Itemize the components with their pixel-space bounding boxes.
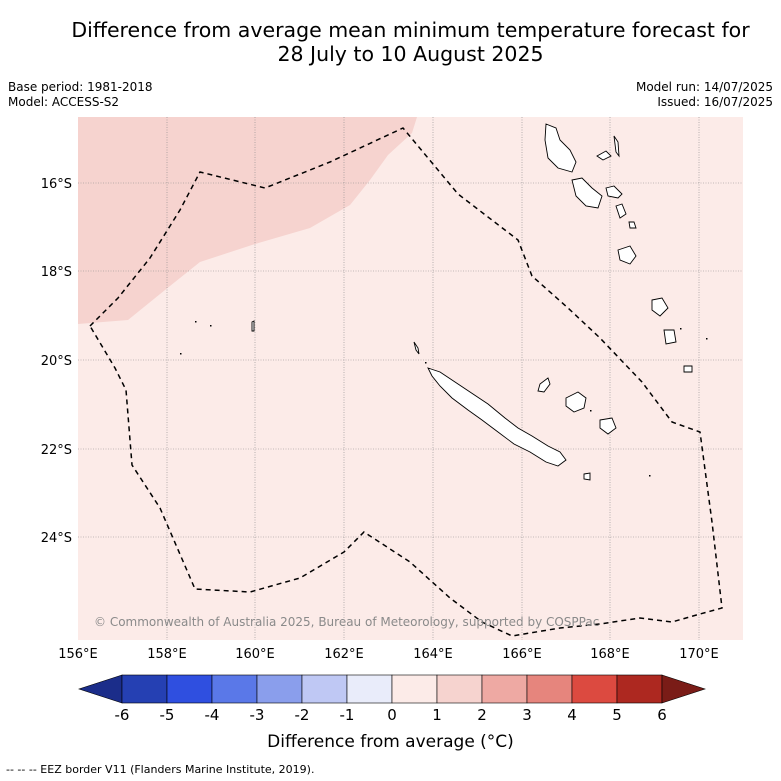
colorbar-swatch <box>256 674 303 704</box>
colorbar-swatch <box>616 674 663 704</box>
colorbar-swatch <box>391 674 438 704</box>
lat-tick-label: 22°S <box>41 443 72 458</box>
colorbar-swatch <box>481 674 528 704</box>
model-name: Model: ACCESS-S2 <box>8 95 120 109</box>
island-shepherds <box>628 221 637 229</box>
island-mare <box>599 417 617 435</box>
lon-tick-label: 164°E <box>413 647 453 662</box>
metadata-left: Base period: 1981-2018 Model: ACCESS-S2 <box>8 80 153 110</box>
title-line-1: Difference from average mean minimum tem… <box>71 18 750 42</box>
colorbar-tick-label: 1 <box>432 706 442 724</box>
metadata-right: Model run: 14/07/2025 Issued: 16/07/2025 <box>636 80 773 110</box>
island-espiritu-santo <box>544 123 577 173</box>
colorbar-extend-high <box>661 674 706 704</box>
island-lifou <box>565 391 587 413</box>
colorbar-tick-label: 4 <box>567 706 577 724</box>
lon-tick-label: 160°E <box>235 647 275 662</box>
colorbar-swatch <box>211 674 258 704</box>
island-aneityum <box>683 365 693 373</box>
colorbar-swatch <box>121 674 168 704</box>
island-grande-terre <box>427 367 567 467</box>
map-panel: © Commonwealth of Australia 2025, Bureau… <box>78 117 743 640</box>
island-erromango <box>651 297 669 317</box>
colorbar <box>78 674 706 704</box>
colorbar-swatch <box>436 674 483 704</box>
colorbar-tick-label: 5 <box>612 706 622 724</box>
colorbar-swatch <box>301 674 348 704</box>
colorbar-label: Difference from average (°C) <box>267 732 514 752</box>
colorbar-ticks: -6 -5 -4 -3 -2 -1 0 1 2 3 4 5 6 <box>115 706 667 724</box>
colorbar-swatch <box>166 674 213 704</box>
lon-tick-label: 170°E <box>679 647 719 662</box>
island-maewo <box>613 135 620 158</box>
eez-legend-note: -- -- -- EEZ border V11 (Flanders Marine… <box>6 763 315 776</box>
island-pines <box>583 472 591 481</box>
island-ambae <box>596 150 612 161</box>
lat-tick-label: 20°S <box>41 354 72 369</box>
colorbar-swatch <box>571 674 618 704</box>
lon-tick-label: 168°E <box>590 647 630 662</box>
colorbar-extend-low <box>78 674 123 704</box>
lon-tick-label: 162°E <box>324 647 364 662</box>
colorbar-swatch <box>526 674 573 704</box>
eez-border <box>89 127 723 637</box>
issued-date: Issued: 16/07/2025 <box>657 95 773 109</box>
island-tanna <box>663 329 677 345</box>
island-chesterfield <box>251 320 255 332</box>
map-title: Difference from average mean minimum tem… <box>0 18 781 66</box>
longitude-ticks: 156°E 158°E 160°E 162°E 164°E 166°E 168°… <box>58 647 719 662</box>
island-malekula <box>571 177 603 209</box>
colorbar-tick-label: -4 <box>205 706 220 724</box>
lon-tick-label: 166°E <box>502 647 542 662</box>
copyright-notice: © Commonwealth of Australia 2025, Bureau… <box>94 615 599 629</box>
colorbar-tick-label: -1 <box>340 706 355 724</box>
colorbar-tick-label: 0 <box>387 706 397 724</box>
lat-tick-label: 24°S <box>41 531 72 546</box>
colorbar-tick-label: -5 <box>160 706 175 724</box>
colorbar-tick-label: 6 <box>657 706 667 724</box>
small-islets <box>180 321 708 477</box>
model-run: Model run: 14/07/2025 <box>635 80 773 94</box>
coastlines <box>251 123 693 481</box>
lon-tick-label: 156°E <box>58 647 98 662</box>
anomaly-field-1-2 <box>78 117 417 324</box>
lat-tick-label: 16°S <box>41 177 72 192</box>
colorbar-tick-label: 3 <box>522 706 532 724</box>
title-line-2: 28 July to 10 August 2025 <box>277 42 544 66</box>
colorbar-tick-label: -2 <box>295 706 310 724</box>
base-period: Base period: 1981-2018 <box>8 80 153 94</box>
colorbar-tick-label: 2 <box>477 706 487 724</box>
island-epi <box>615 203 627 219</box>
colorbar-swatch <box>346 674 393 704</box>
colorbar-tick-label: -6 <box>115 706 130 724</box>
island-belep <box>413 341 420 355</box>
lat-tick-label: 18°S <box>41 265 72 280</box>
lon-tick-label: 158°E <box>147 647 187 662</box>
island-efate <box>617 245 637 265</box>
latitude-ticks: 16°S 18°S 20°S 22°S 24°S <box>41 177 72 546</box>
island-pentecost <box>605 185 623 199</box>
colorbar-tick-label: -3 <box>250 706 265 724</box>
island-ouvea <box>537 377 551 393</box>
